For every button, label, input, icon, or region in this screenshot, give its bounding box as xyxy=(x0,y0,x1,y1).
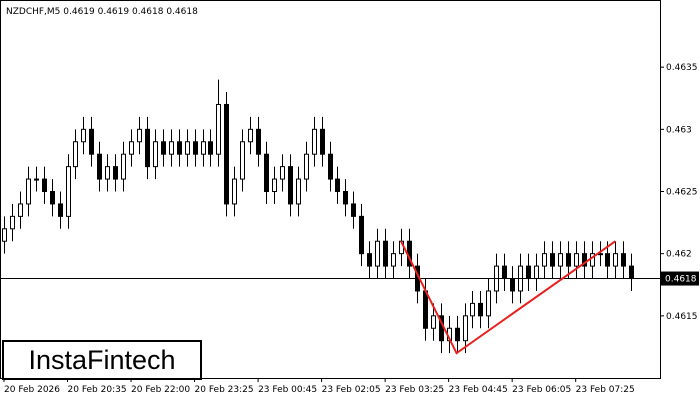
candle-body xyxy=(478,302,483,317)
x-tick-label: 20 Feb 2026 xyxy=(4,385,60,395)
candle-body xyxy=(550,253,555,267)
candle-body xyxy=(526,265,531,280)
candle-body xyxy=(502,265,507,280)
candle-body xyxy=(383,240,388,267)
candle-body xyxy=(2,228,7,242)
candle-body xyxy=(534,265,539,280)
y-tick-label: 0.4625 xyxy=(666,188,698,198)
candle-body xyxy=(18,203,23,217)
candle-body xyxy=(343,191,348,205)
candle-body xyxy=(510,278,515,292)
candle-body xyxy=(367,253,372,267)
candle-body xyxy=(423,290,428,329)
candle-body xyxy=(621,253,626,267)
candle-body xyxy=(73,141,78,168)
candle-body xyxy=(177,141,182,155)
candle-body xyxy=(193,141,198,155)
candle-body xyxy=(121,153,126,180)
x-tick-label: 23 Feb 06:05 xyxy=(512,385,571,395)
candle-body xyxy=(470,302,475,317)
x-tick-label: 20 Feb 23:25 xyxy=(195,385,254,395)
candle-body xyxy=(161,141,166,155)
candle-body xyxy=(145,128,150,168)
x-tick-label: 23 Feb 03:25 xyxy=(385,385,444,395)
watermark: InstaFintech xyxy=(28,345,175,375)
x-tick-label: 23 Feb 04:45 xyxy=(449,385,508,395)
candle-body xyxy=(542,253,547,267)
candle-body xyxy=(66,166,71,217)
candle-body xyxy=(304,153,309,180)
candle-body xyxy=(558,253,563,267)
candle-body xyxy=(566,253,571,267)
candle-body xyxy=(113,166,118,180)
candle-body xyxy=(232,178,237,205)
candle-body xyxy=(272,178,277,192)
last-price-box xyxy=(661,271,699,286)
candle-body xyxy=(240,141,245,180)
candle-body xyxy=(216,103,221,155)
candle-body xyxy=(169,141,174,155)
candle-body xyxy=(129,141,134,155)
candle-body xyxy=(264,153,269,192)
candle-body xyxy=(248,128,253,143)
candle-body xyxy=(288,166,293,205)
pattern-line xyxy=(400,240,616,355)
candle-body xyxy=(463,315,468,342)
candle-body xyxy=(10,215,15,230)
candle-body xyxy=(89,128,94,155)
x-tick-label: 20 Feb 22:00 xyxy=(131,385,190,395)
x-tick-label: 23 Feb 07:25 xyxy=(576,385,635,395)
candle-body xyxy=(208,141,213,155)
candle-body xyxy=(296,178,301,205)
y-tick-label: 0.463 xyxy=(666,125,692,135)
candle-body xyxy=(50,191,55,205)
y-tick-label: 0.4635 xyxy=(666,63,698,73)
candle-body xyxy=(280,166,285,180)
candle-body xyxy=(582,253,587,267)
candle-body xyxy=(201,141,206,155)
chart-title: NZDCHF,M5 0.4619 0.4619 0.4618 0.4618 xyxy=(6,7,198,17)
candle-body xyxy=(42,178,47,192)
candle-body xyxy=(328,153,333,180)
candle-body xyxy=(431,315,436,329)
candle-body xyxy=(574,253,579,267)
y-tick-label: 0.462 xyxy=(666,250,692,260)
candle-body xyxy=(256,128,261,155)
candle-body xyxy=(153,141,158,168)
candle-body xyxy=(97,153,102,180)
candle-body xyxy=(81,128,86,143)
x-tick-label: 20 Feb 20:35 xyxy=(68,385,127,395)
y-tick-label: 0.4615 xyxy=(666,312,698,322)
candle-body xyxy=(605,253,610,267)
candle-body xyxy=(335,178,340,192)
candle-body xyxy=(351,203,356,217)
candle-body xyxy=(486,290,491,317)
candle-body xyxy=(455,327,460,342)
x-tick-label: 23 Feb 00:45 xyxy=(258,385,317,395)
watermark-box xyxy=(2,340,202,380)
candle-body xyxy=(312,128,317,155)
candle-body xyxy=(629,265,634,280)
candle-body xyxy=(613,253,618,267)
x-tick-label: 23 Feb 02:05 xyxy=(322,385,381,395)
candle-body xyxy=(185,141,190,155)
candle-body xyxy=(359,215,364,255)
candle-body xyxy=(224,103,229,205)
candle-body xyxy=(391,253,396,267)
candle-body xyxy=(34,178,39,181)
candle-body xyxy=(137,128,142,143)
last-price-label: 0.4618 xyxy=(665,275,697,285)
candle-body xyxy=(320,128,325,155)
candle-body xyxy=(375,240,380,267)
candle-body xyxy=(58,203,63,217)
candle-body xyxy=(26,178,31,205)
candle-body xyxy=(105,166,110,180)
